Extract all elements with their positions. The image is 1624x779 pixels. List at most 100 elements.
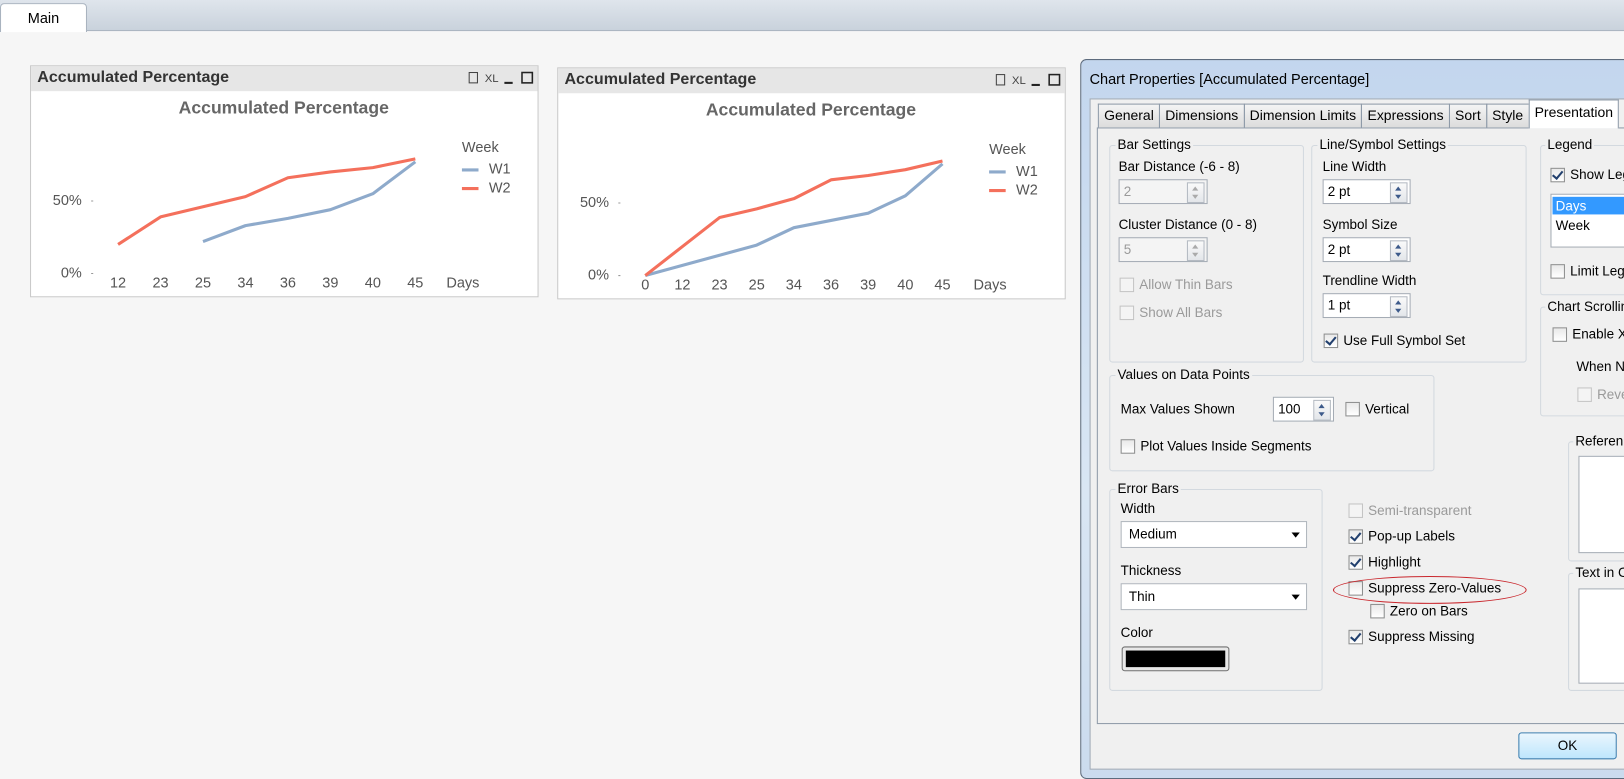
field-label: Cluster Distance (0 - 8) <box>1118 216 1257 233</box>
legend-list: Days Week <box>1550 193 1624 248</box>
checkbox[interactable]: Show All Bars <box>1119 305 1222 322</box>
print-icon[interactable] <box>468 71 478 84</box>
span: Medium <box>1128 526 1177 542</box>
box <box>1345 401 1360 417</box>
field-label: Max Values Shown <box>1120 400 1235 417</box>
field-label: Thickness <box>1120 562 1182 579</box>
spin-input[interactable]: 2 pt <box>1322 237 1411 263</box>
dialog-tab[interactable]: Expressions <box>1361 103 1450 128</box>
dialog-tab[interactable]: Dimension Limits <box>1243 103 1363 128</box>
box <box>1348 629 1363 645</box>
list-item[interactable]: Days <box>1552 196 1624 215</box>
span: 100 <box>1278 400 1301 417</box>
spin-input[interactable]: 2 pt <box>1322 179 1411 205</box>
spin-input[interactable]: 100 <box>1272 396 1334 422</box>
span: Suppress Missing <box>1368 628 1475 645</box>
checkbox[interactable]: Show Leg <box>1550 167 1624 184</box>
legend-title: Week <box>989 142 1027 158</box>
span: Pop-up Labels <box>1368 528 1456 544</box>
field-label: Symbol Size <box>1322 216 1398 233</box>
group-box <box>1109 374 1435 472</box>
ok-button[interactable]: OK <box>1518 732 1617 760</box>
x-tick-label: 34 <box>237 276 253 292</box>
chart-title: Accumulated Percentage <box>706 99 916 119</box>
minimize-icon[interactable] <box>504 81 513 84</box>
x-tick-label: 39 <box>322 276 338 292</box>
color-swatch <box>1125 650 1226 668</box>
x-axis-label: Days <box>974 278 1007 294</box>
box <box>1120 439 1136 454</box>
field-label: Color <box>1120 624 1153 641</box>
checkbox[interactable]: Zero on Bars <box>1370 603 1468 620</box>
y-tick-label: 0% <box>61 265 82 281</box>
spin-input[interactable]: 2 <box>1118 179 1208 205</box>
list-item[interactable]: Week <box>1555 217 1590 234</box>
checkbox[interactable]: Highlight <box>1348 554 1421 571</box>
i <box>1291 532 1300 538</box>
checkbox[interactable]: Pop-up Labels <box>1348 528 1455 545</box>
dialog-tab[interactable]: Style <box>1485 103 1530 128</box>
export-icon[interactable]: XL <box>484 72 499 85</box>
dialog-tab[interactable]: Presentation <box>1528 99 1620 129</box>
legend-label: W2 <box>1016 182 1038 198</box>
checkbox[interactable]: Limit Leg <box>1550 263 1624 280</box>
span: 2 pt <box>1327 241 1351 257</box>
checkbox[interactable]: Allow Thin Bars <box>1119 276 1233 294</box>
print-icon[interactable] <box>995 74 1006 86</box>
group-title: Line/Symbol Settings <box>1317 136 1449 154</box>
spin-input[interactable]: 5 <box>1118 237 1208 263</box>
x-axis-label: Days <box>446 276 479 292</box>
maximize-icon[interactable] <box>1048 73 1061 86</box>
list-box <box>1578 455 1624 554</box>
checkbox[interactable]: Reve <box>1577 386 1624 403</box>
spin <box>1186 182 1205 204</box>
tab-panel <box>1096 127 1624 725</box>
span: Limit Leg <box>1570 263 1624 279</box>
dropdown[interactable]: Thin <box>1120 583 1308 611</box>
group-title: Text in C <box>1573 564 1624 582</box>
x-tick-label: 23 <box>711 278 727 294</box>
span: Allow Thin Bars <box>1139 276 1233 293</box>
spin <box>1313 399 1331 421</box>
x-tick-label: 25 <box>749 278 765 294</box>
field-label: When N <box>1576 358 1624 374</box>
group-title: Values on Data Points <box>1115 366 1252 384</box>
export-icon[interactable]: XL <box>1011 74 1026 88</box>
checkbox[interactable]: Enable X <box>1552 326 1624 343</box>
field-label: Line Width <box>1322 158 1387 175</box>
dialog-tab[interactable]: Dimensions <box>1158 103 1245 128</box>
checkbox[interactable]: Use Full Symbol Set <box>1323 333 1465 350</box>
minimize-icon[interactable] <box>1031 83 1040 86</box>
x-tick-label: 23 <box>152 276 168 292</box>
y-tick-label: 0% <box>588 267 609 283</box>
dialog-tab[interactable]: General <box>1097 103 1161 128</box>
sheet-tab[interactable]: Main <box>0 3 87 33</box>
checkbox[interactable]: Vertical <box>1345 401 1409 418</box>
spin <box>1389 182 1408 204</box>
panel-caption: Accumulated Percentage <box>37 68 230 86</box>
checkbox[interactable]: Semi-transparent <box>1348 502 1471 519</box>
group-box <box>1109 488 1323 691</box>
group-title: Error Bars <box>1115 480 1181 498</box>
span: Show Leg <box>1570 166 1624 183</box>
series-line <box>117 157 416 246</box>
span: Thin <box>1128 588 1156 604</box>
line-chart: Accumulated Percentage 0% 50% 0 12 23 25 34 36 39… <box>580 99 1038 294</box>
series-line <box>644 159 943 277</box>
span: Zero on Bars <box>1389 602 1468 619</box>
legend-label: W1 <box>489 162 511 178</box>
group-title: Legend <box>1545 136 1595 154</box>
color-button[interactable] <box>1121 646 1230 672</box>
span: Plot Values Inside Segments <box>1140 438 1312 454</box>
dialog-tab[interactable]: Sort <box>1448 103 1487 128</box>
legend-label: W1 <box>1016 164 1038 180</box>
checkbox[interactable]: Plot Values Inside Segments <box>1120 438 1312 455</box>
box <box>1348 529 1363 544</box>
maximize-icon[interactable] <box>521 71 534 84</box>
span: Vertical <box>1365 400 1410 417</box>
span: 1 pt <box>1327 297 1351 313</box>
checkbox[interactable]: Suppress Missing <box>1348 629 1474 646</box>
dropdown[interactable]: Medium <box>1120 521 1308 548</box>
spin-input[interactable]: 1 pt <box>1322 293 1411 319</box>
box <box>1370 603 1385 619</box>
